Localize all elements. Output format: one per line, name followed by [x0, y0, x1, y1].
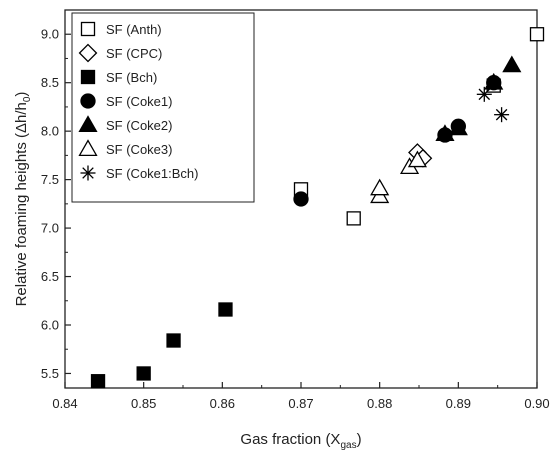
data-point — [407, 150, 427, 168]
legend-box — [71, 12, 255, 203]
y-tick-label: 7.0 — [41, 221, 59, 236]
data-point — [346, 211, 361, 226]
y-axis-label: Relative foaming heights (Δh/h0) — [13, 92, 33, 307]
series-6 — [476, 86, 510, 123]
legend-entry-cpc: SF (CPC) — [106, 46, 162, 61]
legend: SF (Anth) SF (CPC) SF (Bch) SF (Coke1) S… — [71, 12, 255, 203]
y-tick-label: 6.0 — [41, 318, 59, 333]
series-3 — [293, 75, 502, 207]
x-tick-label: 0.90 — [524, 396, 549, 411]
legend-markers — [78, 21, 98, 181]
y-axis-label-main: Relative foaming heights (Δh/h — [13, 102, 30, 306]
legend-entry-coke3: SF (Coke3) — [106, 142, 172, 157]
x-axis-label-sub: gas — [340, 440, 356, 451]
legend-marker — [80, 69, 96, 85]
y-tick-label: 8.0 — [41, 124, 59, 139]
data-point — [502, 55, 522, 73]
data-point — [484, 72, 504, 90]
legend-marker — [80, 93, 96, 109]
data-point — [218, 302, 233, 317]
data-point — [529, 27, 545, 42]
series-2 — [90, 302, 233, 389]
legend-marker — [78, 139, 98, 156]
data-point — [370, 178, 390, 196]
series-0 — [293, 27, 545, 226]
legend-entry-coke2: SF (Coke2) — [106, 118, 172, 133]
x-tick-label: 0.84 — [52, 396, 77, 411]
y-tick-label: 8.5 — [41, 75, 59, 90]
data-point — [293, 191, 309, 207]
data-point — [166, 333, 181, 348]
x-axis-label-end: ) — [357, 431, 362, 448]
legend-marker — [78, 43, 98, 63]
y-tick-label: 7.5 — [41, 172, 59, 187]
x-axis: 0.84 0.85 0.86 0.87 0.88 0.89 0.90 — [52, 382, 550, 411]
series-4 — [435, 55, 522, 142]
x-axis-label-main: Gas fraction (X — [240, 431, 340, 448]
data-points — [90, 27, 545, 389]
y-tick-label: 6.5 — [41, 269, 59, 284]
x-axis-label: Gas fraction (Xgas) — [240, 431, 361, 451]
data-point — [435, 124, 455, 142]
y-tick-label: 9.0 — [41, 27, 59, 42]
y-tick-label: 5.5 — [41, 366, 59, 381]
x-tick-label: 0.89 — [446, 396, 471, 411]
y-axis: 5.5 6.0 6.5 7.0 7.5 8.0 8.5 9.0 — [41, 27, 71, 381]
x-tick-label: 0.85 — [131, 396, 156, 411]
legend-marker — [80, 21, 96, 37]
data-point — [494, 107, 510, 123]
legend-entry-coke1-bch: SF (Coke1:Bch) — [106, 166, 198, 181]
legend-marker — [78, 115, 98, 132]
series-5 — [370, 150, 427, 204]
data-point — [476, 86, 492, 102]
legend-entry-bch: SF (Bch) — [106, 70, 157, 85]
x-tick-label: 0.88 — [367, 396, 392, 411]
x-tick-label: 0.87 — [288, 396, 313, 411]
x-tick-label: 0.86 — [210, 396, 235, 411]
legend-entry-coke1: SF (Coke1) — [106, 94, 172, 109]
y-axis-label-sub: 0 — [22, 96, 33, 102]
data-point — [90, 374, 106, 389]
legend-entry-anth: SF (Anth) — [106, 22, 162, 37]
data-point — [136, 366, 151, 381]
legend-marker — [80, 165, 96, 181]
data-point — [448, 118, 468, 136]
y-axis-label-end: ) — [13, 92, 30, 97]
